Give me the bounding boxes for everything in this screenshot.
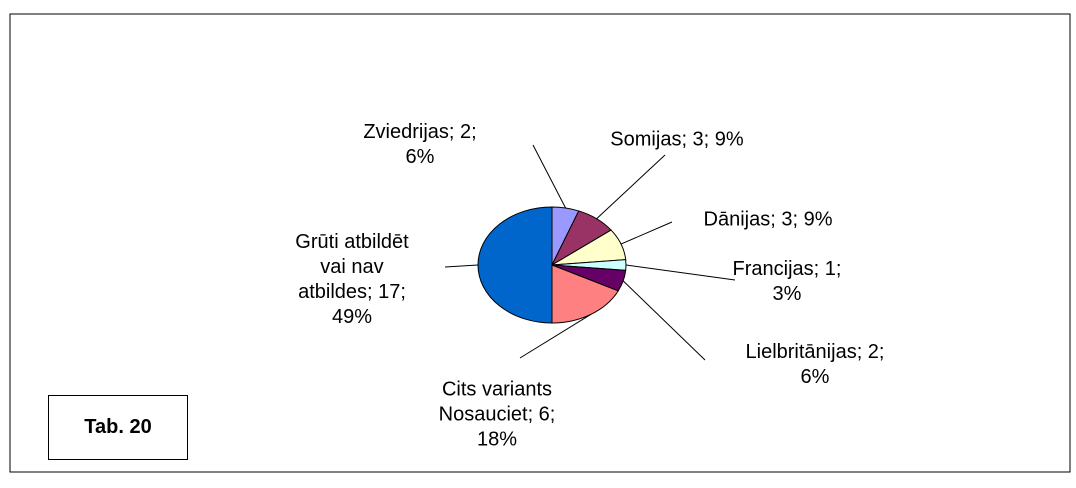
- frame: [9, 13, 1071, 473]
- annotation: Tab. 20: [48, 395, 188, 460]
- data-label: Somijas; 3; 9%: [610, 128, 744, 151]
- pie-slice: [477, 206, 553, 324]
- leader-line: [532, 144, 567, 209]
- data-label: Dānijas; 3; 9%: [703, 208, 833, 231]
- leader-line: [625, 264, 736, 281]
- data-label: Lielbritānijas; 2; 6%: [745, 341, 885, 388]
- leader-line: [519, 313, 592, 359]
- leader-line: [444, 264, 479, 268]
- leader-line: [622, 280, 706, 361]
- data-label: Cits variants Nosauciet; 6; 18%: [438, 378, 556, 451]
- data-label: Zviedrijas; 2; 6%: [363, 121, 477, 168]
- leader-line: [620, 221, 673, 245]
- leader-line: [596, 154, 666, 220]
- data-label: Grūti atbildēt vai nav atbildes; 17; 49%: [295, 231, 409, 328]
- data-label: Francijas; 1; 3%: [732, 258, 842, 305]
